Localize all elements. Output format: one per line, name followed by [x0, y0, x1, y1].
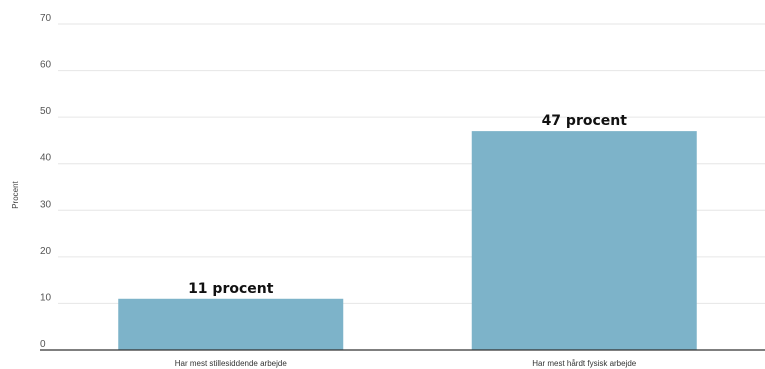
y-axis-title: Procent — [11, 180, 20, 208]
bars — [118, 131, 697, 350]
y-tick-label-50: 50 — [40, 106, 52, 117]
bar-1 — [118, 298, 344, 350]
y-tick-label-10: 10 — [40, 292, 52, 303]
y-tick-label-40: 40 — [40, 153, 52, 164]
bar-2 — [471, 131, 697, 350]
y-tick-label-30: 30 — [40, 199, 52, 210]
category-labels: Har mest stillesiddende arbejde Har mest … — [175, 359, 637, 368]
y-tick-label-60: 60 — [40, 60, 52, 71]
y-tick-label-0: 0 — [40, 339, 46, 350]
category-label-2: Har mest hårdt fysisk arbejde — [532, 359, 637, 368]
data-label-1: 11 procent — [188, 281, 274, 297]
y-tick-label-70: 70 — [40, 13, 52, 24]
category-label-1: Har mest stillesiddende arbejde — [175, 359, 288, 368]
data-label-2: 47 procent — [542, 113, 628, 129]
y-tick-labels: 0 10 20 30 40 50 60 70 — [40, 13, 52, 350]
gridlines — [58, 23, 765, 304]
y-tick-label-20: 20 — [40, 246, 52, 257]
data-labels: 11 procent 47 procent — [188, 113, 627, 297]
